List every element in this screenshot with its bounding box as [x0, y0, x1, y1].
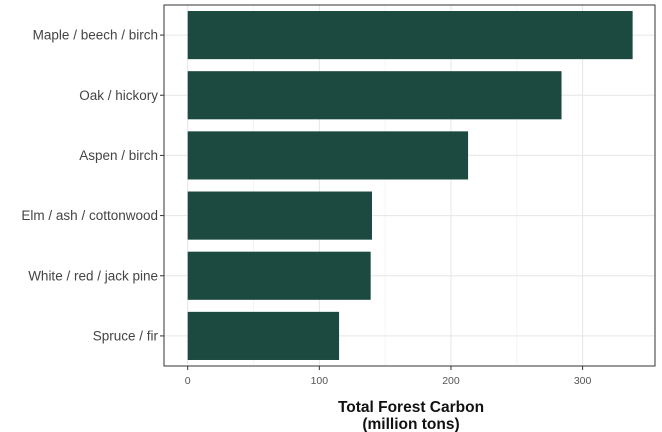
x-axis-ticks: 0 100 200 300: [185, 366, 592, 387]
y-tick-label: Maple / beech / birch: [33, 28, 158, 43]
x-tick-label: 200: [442, 375, 460, 387]
bar: [187, 71, 562, 120]
x-tick-label: 300: [574, 375, 592, 387]
bar: [187, 191, 372, 240]
x-axis-title: Total Forest Carbon: [338, 399, 484, 416]
y-tick-label: Elm / ash / cottonwood: [21, 208, 158, 223]
y-tick-label: Spruce / fir: [93, 328, 159, 343]
bar: [187, 11, 633, 60]
y-axis-ticks: Maple / beech / birch Oak / hickory Aspen …: [21, 28, 164, 343]
bars: [187, 11, 633, 360]
y-tick-label: Aspen / birch: [79, 148, 158, 163]
x-tick-label: 0: [185, 375, 191, 387]
x-tick-label: 100: [311, 375, 329, 387]
panel-border: [163, 4, 656, 367]
y-tick-label: White / red / jack pine: [28, 268, 158, 283]
bar: [187, 131, 469, 180]
y-tick-label: Oak / hickory: [79, 88, 158, 103]
bar: [187, 311, 340, 360]
bar: [187, 251, 371, 300]
x-axis-subtitle: (million tons): [362, 416, 459, 432]
